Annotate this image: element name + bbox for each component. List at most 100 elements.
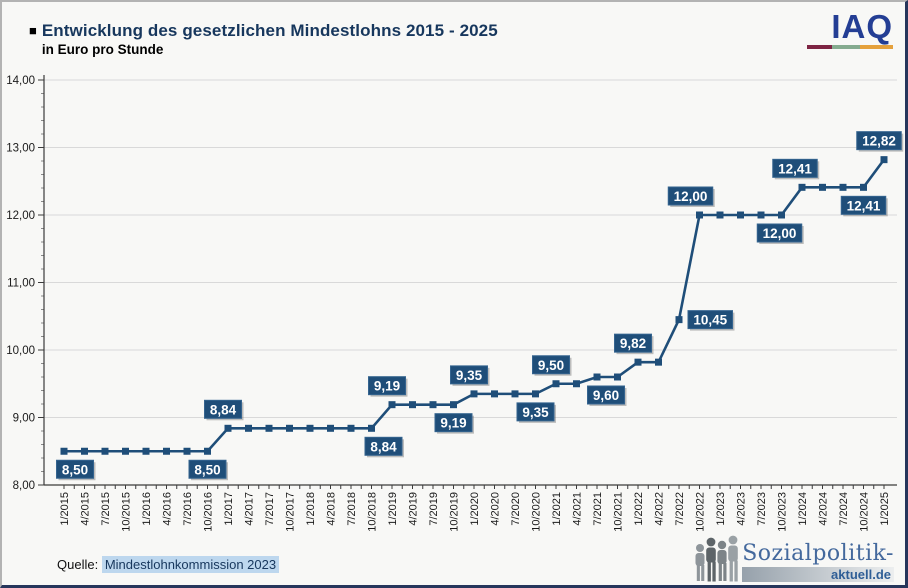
data-label: 9,19: [374, 379, 400, 394]
x-tick-label: 10/2020: [531, 492, 543, 532]
data-point: [491, 390, 498, 398]
iaq-bar-segment-orange: [860, 45, 893, 49]
data-point: [265, 424, 273, 432]
x-tick-label: 1/2017: [223, 492, 235, 526]
y-tick-label: 9,00: [13, 413, 35, 425]
chart-header: ■ Entwicklung des gesetzlichen Mindestlo…: [29, 21, 498, 59]
data-point: [450, 401, 457, 409]
data-label: 8,84: [370, 439, 397, 454]
x-tick-label: 4/2017: [244, 492, 256, 526]
data-label: 12,41: [847, 198, 881, 213]
iaq-underline: [807, 45, 893, 49]
data-label-box: [364, 436, 403, 456]
data-point: [511, 390, 519, 398]
data-point: [798, 183, 806, 191]
y-tick-label: 14,00: [6, 75, 35, 87]
data-label-box: [56, 459, 94, 479]
page-title: Entwicklung des gesetzlichen Mindestlohn…: [41, 21, 498, 40]
y-tick-label: 12,00: [6, 210, 35, 222]
data-label-box: [687, 310, 733, 330]
logo-wordmark: Sozialpolitik-: [742, 541, 894, 566]
x-tick-label: 10/2021: [613, 492, 625, 532]
data-point: [716, 211, 724, 219]
data-point: [552, 380, 560, 388]
x-tick-label: 10/2017: [285, 492, 297, 532]
data-point: [839, 183, 847, 191]
data-label-box: [368, 376, 406, 396]
x-tick-label: 1/2020: [469, 492, 481, 526]
data-point: [60, 447, 68, 455]
x-tick-label: 10/2023: [777, 492, 789, 532]
data-label: 8,84: [210, 402, 237, 417]
y-tick-label: 11,00: [7, 278, 35, 290]
x-tick-label: 10/2024: [859, 492, 871, 532]
data-point: [327, 424, 334, 432]
data-point: [183, 447, 191, 455]
page-subtitle: in Euro pro Stunde: [41, 42, 164, 57]
iaq-logo-text: IAQ: [831, 8, 893, 45]
data-point: [388, 401, 396, 409]
x-tick-label: 7/2019: [428, 492, 440, 526]
data-label-box: [434, 413, 473, 433]
data-point: [860, 183, 867, 191]
source-link[interactable]: Mindestlohnkommission 2023: [101, 556, 280, 573]
data-label: 8,50: [194, 462, 220, 477]
data-label-box: [532, 355, 570, 375]
x-tick-label: 1/2016: [141, 492, 153, 526]
sozialpolitik-logo[interactable]: Sozialpolitik- aktuell.de: [694, 535, 894, 582]
data-point: [122, 447, 129, 455]
data-point: [163, 447, 170, 455]
data-point: [409, 401, 416, 409]
data-label-box: [516, 402, 555, 422]
data-label: 9,19: [440, 416, 466, 431]
x-tick-label: 4/2022: [654, 492, 666, 526]
iaq-logo[interactable]: IAQ: [807, 10, 893, 49]
x-tick-label: 10/2018: [367, 492, 379, 532]
data-point: [778, 211, 785, 219]
x-tick-label: 10/2016: [203, 492, 215, 532]
data-label: 12,82: [862, 134, 896, 149]
x-tick-label: 1/2023: [715, 492, 727, 526]
source-note: Quelle: Mindestlohnkommission 2023: [57, 556, 280, 573]
data-point: [101, 447, 109, 455]
x-tick-label: 4/2021: [572, 492, 584, 526]
x-tick-label: 7/2020: [510, 492, 522, 526]
iaq-bar-segment-green: [832, 45, 860, 49]
data-label: 9,35: [456, 368, 483, 383]
data-label: 12,00: [763, 226, 797, 241]
x-tick-label: 4/2023: [736, 492, 748, 526]
data-label-box: [756, 223, 803, 243]
data-point: [880, 156, 888, 164]
data-label-box: [587, 385, 625, 405]
people-silhouettes-icon: [695, 535, 739, 582]
source-label: Quelle:: [57, 557, 99, 572]
x-tick-label: 1/2018: [305, 492, 317, 526]
x-tick-label: 4/2019: [408, 492, 420, 526]
data-point: [655, 358, 662, 366]
y-tick-label: 10,00: [6, 345, 35, 357]
x-tick-label: 1/2019: [387, 492, 399, 526]
data-label: 12,41: [778, 161, 812, 176]
data-point: [819, 183, 826, 191]
x-tick-label: 7/2018: [346, 492, 358, 526]
data-point: [286, 424, 293, 432]
data-point: [347, 424, 355, 432]
data-label-box: [614, 333, 652, 353]
x-tick-label: 1/2022: [633, 492, 645, 526]
data-label: 10,45: [693, 313, 727, 328]
x-tick-label: 1/2024: [797, 492, 809, 526]
data-label-box: [188, 459, 227, 479]
x-tick-label: 7/2022: [674, 492, 686, 526]
data-label-box: [856, 131, 902, 151]
x-tick-label: 7/2016: [182, 492, 194, 526]
data-label: 9,35: [522, 405, 549, 420]
data-label: 12,00: [674, 189, 708, 204]
data-point: [593, 373, 601, 381]
data-point: [429, 401, 437, 409]
data-label: 9,82: [620, 336, 646, 351]
data-label-box: [450, 365, 488, 385]
data-point: [470, 390, 478, 398]
x-tick-label: 7/2021: [592, 492, 604, 526]
x-tick-label: 1/2021: [551, 492, 563, 526]
